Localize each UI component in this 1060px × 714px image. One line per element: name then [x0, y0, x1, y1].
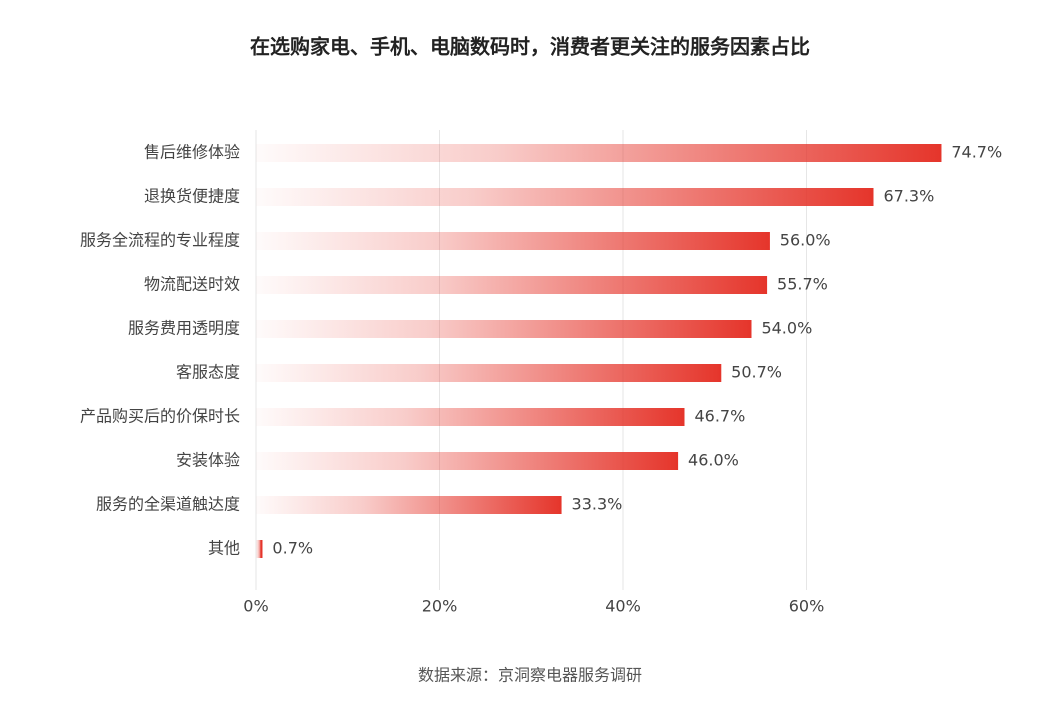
- x-tick-label: 60%: [789, 597, 825, 616]
- value-label: 56.0%: [780, 231, 831, 250]
- value-label: 54.0%: [761, 319, 812, 338]
- value-label: 67.3%: [883, 187, 934, 206]
- value-label: 46.7%: [694, 407, 745, 426]
- bar-end: [767, 232, 770, 250]
- y-tick-label: 服务全流程的专业程度: [80, 231, 240, 250]
- bar-end: [559, 496, 562, 514]
- chart-title: 在选购家电、手机、电脑数码时，消费者更关注的服务因素占比: [250, 35, 810, 59]
- bar-end: [676, 452, 679, 470]
- source-note: 数据来源：京洞察电器服务调研: [418, 666, 642, 685]
- bar: [256, 408, 685, 426]
- y-tick-label: 安装体验: [176, 451, 240, 470]
- bar-end: [682, 408, 685, 426]
- y-tick-label: 售后维修体验: [144, 143, 240, 162]
- bar: [256, 276, 768, 294]
- bar-end: [749, 320, 752, 338]
- bar-end: [939, 144, 942, 162]
- y-tick-label: 产品购买后的价保时长: [80, 407, 240, 426]
- y-tick-label: 客服态度: [176, 363, 240, 382]
- x-tick-label: 0%: [243, 597, 268, 616]
- bar: [256, 144, 942, 162]
- bar: [256, 232, 770, 250]
- value-label: 33.3%: [572, 495, 623, 514]
- value-label: 74.7%: [951, 143, 1002, 162]
- value-label: 55.7%: [777, 275, 828, 294]
- bar: [256, 496, 562, 514]
- bar: [256, 540, 263, 558]
- value-label: 46.0%: [688, 451, 739, 470]
- bar: [256, 188, 874, 206]
- bar-end: [260, 540, 263, 558]
- y-tick-label: 退换货便捷度: [144, 187, 240, 206]
- bar-end: [765, 276, 768, 294]
- y-tick-label: 其他: [208, 539, 240, 558]
- y-tick-label: 物流配送时效: [144, 275, 240, 294]
- value-label: 0.7%: [272, 539, 313, 558]
- x-tick-label: 40%: [605, 597, 641, 616]
- y-tick-label: 服务的全渠道触达度: [96, 495, 240, 514]
- bar: [256, 364, 722, 382]
- x-tick-label: 20%: [422, 597, 458, 616]
- bar-end: [871, 188, 874, 206]
- bar: [256, 320, 752, 338]
- bar: [256, 452, 679, 470]
- y-tick-label: 服务费用透明度: [128, 319, 240, 338]
- value-label: 50.7%: [731, 363, 782, 382]
- bar-end: [719, 364, 722, 382]
